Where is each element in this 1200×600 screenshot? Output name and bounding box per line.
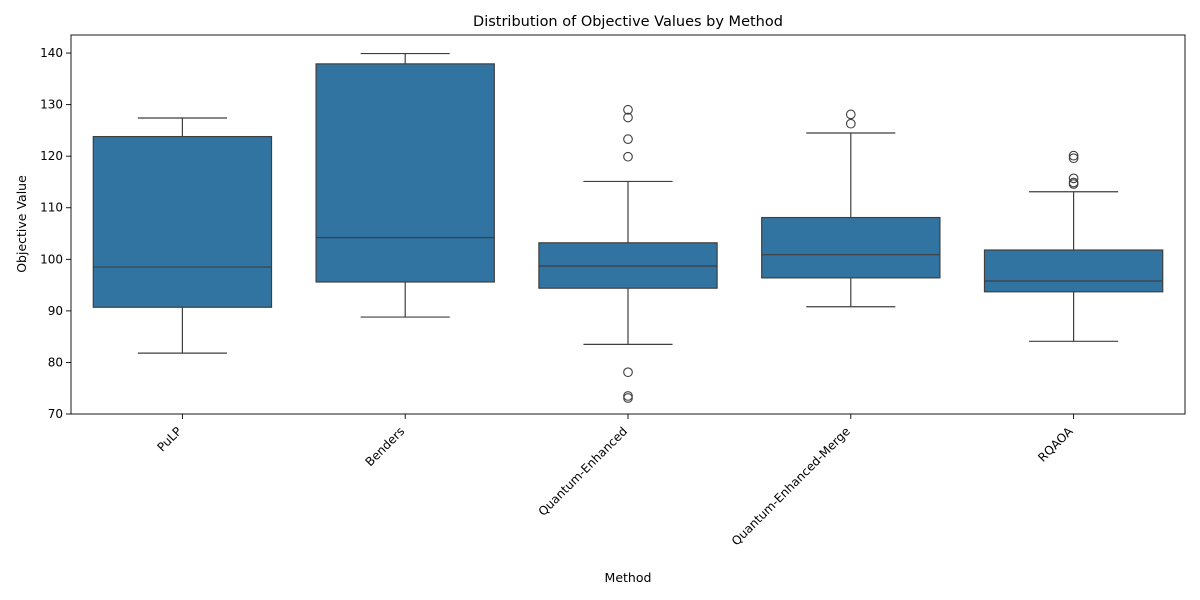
x-tick-label: Benders (362, 424, 407, 469)
x-axis-label: Method (605, 570, 652, 585)
outlier-point (623, 391, 633, 401)
outlier-point (1068, 150, 1079, 161)
y-tick-label: 110 (40, 201, 63, 215)
plot-frame (70, 34, 1186, 415)
box-rqaoa (983, 249, 1164, 293)
x-tick-label: PuLP (154, 424, 184, 454)
outlier-point (1068, 153, 1079, 164)
outlier-point (845, 118, 856, 129)
outlier-point (623, 393, 633, 403)
y-tick-label: 80 (48, 355, 63, 369)
outlier-point (623, 151, 633, 162)
y-tick-label: 120 (40, 149, 63, 163)
y-tick-label: 100 (40, 252, 63, 266)
chart-title: Distribution of Objective Values by Meth… (473, 14, 783, 30)
y-tick-label: 140 (40, 46, 63, 60)
x-tick-label: Quantum-Enhanced-Merge (729, 424, 853, 548)
outlier-point (1068, 173, 1079, 184)
y-tick-label: 70 (48, 407, 63, 421)
outlier-point (845, 109, 856, 120)
plot-area: 70 80 90 100 110 120 130 140 PuLP Benders Quantum-… (40, 46, 1164, 548)
box-quantum-enhanced-merge (761, 216, 941, 279)
outlier-point (623, 367, 633, 378)
y-tick-label: 130 (40, 98, 63, 112)
outlier-point (623, 112, 633, 123)
outlier-point (623, 104, 633, 115)
x-tick-label: Quantum-Enhanced (536, 424, 631, 519)
outlier-point (1068, 179, 1079, 189)
y-tick-label: 90 (48, 304, 63, 318)
box-benders (315, 63, 495, 283)
y-axis-label: Objective Value (14, 175, 29, 273)
box-pulp (92, 135, 273, 308)
outlier-point (623, 134, 633, 145)
x-tick-label: RQAOA (1035, 424, 1076, 465)
